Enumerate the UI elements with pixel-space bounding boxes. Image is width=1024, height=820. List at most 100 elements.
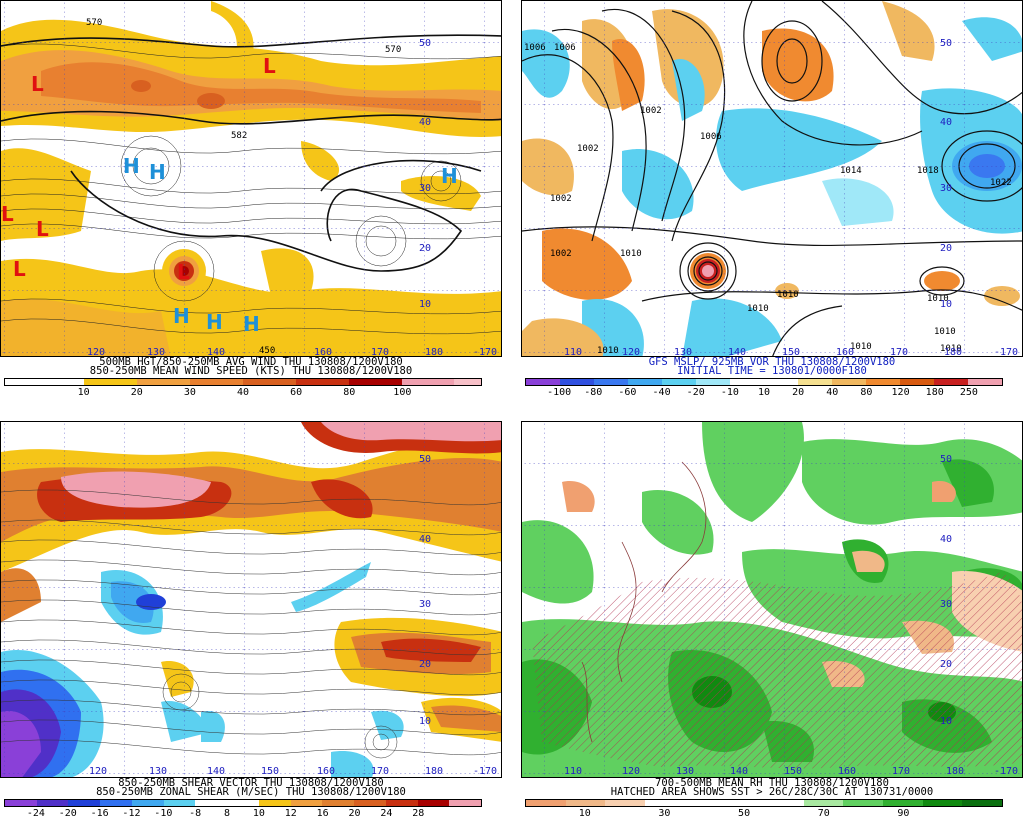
isobar-label: 1010 bbox=[620, 249, 642, 259]
high-pressure-marker: H bbox=[123, 154, 140, 178]
colorbar-tick-label: 80 bbox=[860, 387, 873, 398]
colorbar-swatch bbox=[31, 379, 58, 385]
colorbar-swatch bbox=[662, 379, 696, 385]
colorbar-swatch bbox=[764, 800, 804, 806]
isobar-label: 1010 bbox=[940, 344, 962, 354]
lat-label: 10 bbox=[419, 716, 431, 727]
colorbar-swatch bbox=[764, 379, 798, 385]
lon-label: 150 bbox=[261, 766, 279, 777]
colorbar-swatch bbox=[565, 800, 606, 806]
colorbar-tick-label: 10 bbox=[252, 808, 265, 819]
lon-label: 130 bbox=[674, 347, 692, 357]
low-pressure-marker: L bbox=[177, 260, 190, 284]
lon-label: 150 bbox=[782, 347, 800, 357]
colorbar-swatch bbox=[57, 379, 85, 385]
colorbar bbox=[4, 799, 482, 807]
colorbar-tick-label: 10 bbox=[578, 808, 591, 819]
panel-caption: HATCHED AREA SHOWS SST > 26C/28C/30C AT … bbox=[610, 786, 934, 798]
lat-label: 20 bbox=[940, 659, 952, 670]
colorbar-swatch bbox=[526, 800, 566, 806]
colorbar-swatch bbox=[832, 379, 866, 385]
colorbar-tick-label: 20 bbox=[792, 387, 805, 398]
colorbar-swatch bbox=[348, 379, 376, 385]
lon-label: 160 bbox=[314, 347, 332, 357]
panel-caption: INITIAL TIME = 130801/0000F180 bbox=[677, 365, 867, 377]
lon-label: 130 bbox=[149, 766, 167, 777]
lat-label: 50 bbox=[940, 454, 952, 465]
colorbar-swatch bbox=[84, 379, 111, 385]
relative-humidity-panel: 50 40 30 20 10 110 120 130 140 150 160 1… bbox=[521, 421, 1023, 819]
colorbar-tick-label: -20 bbox=[686, 387, 705, 398]
low-pressure-marker: L bbox=[31, 72, 44, 96]
colorbar-swatch bbox=[227, 800, 259, 806]
contour-label: 582 bbox=[231, 131, 247, 141]
shear-map: 50 40 30 20 10 120 130 140 150 160 170 1… bbox=[0, 421, 502, 778]
colorbar-tick-label: 60 bbox=[290, 387, 303, 398]
high-pressure-marker: H bbox=[206, 310, 223, 334]
relative-humidity-map-svg: 50 40 30 20 10 110 120 130 140 150 160 1… bbox=[522, 422, 1022, 777]
lat-label: 40 bbox=[940, 534, 952, 545]
high-pressure-marker: H bbox=[441, 164, 458, 188]
lon-label: 180 bbox=[944, 347, 962, 357]
colorbar-swatch bbox=[843, 800, 884, 806]
lat-label: 50 bbox=[419, 38, 431, 49]
colorbar-swatch bbox=[190, 379, 217, 385]
shear-panel: 50 40 30 20 10 120 130 140 150 160 170 1… bbox=[0, 421, 502, 819]
colorbar-swatch bbox=[628, 379, 662, 385]
panel-caption: 850-250MB SHEAR VECTOR THU 130808/1200V1… bbox=[118, 777, 384, 789]
lon-label: 110 bbox=[564, 766, 582, 777]
lon-label: 180 bbox=[425, 766, 443, 777]
colorbar-swatch bbox=[454, 379, 481, 385]
colorbar-tick-label: 20 bbox=[348, 808, 361, 819]
colorbar-swatch bbox=[696, 379, 730, 385]
lon-label: 160 bbox=[838, 766, 856, 777]
panel-caption: 850-250MB ZONAL SHEAR (M/SEC) THU 130808… bbox=[96, 786, 406, 798]
colorbar-swatch bbox=[962, 800, 1003, 806]
colorbar bbox=[525, 799, 1003, 807]
isobar-label: 1014 bbox=[840, 166, 862, 176]
lon-label: -170 bbox=[994, 766, 1018, 777]
colorbar-swatch bbox=[883, 800, 923, 806]
colorbar-swatch bbox=[322, 800, 355, 806]
lon-label: 150 bbox=[784, 766, 802, 777]
isobar-label: 1010 bbox=[777, 290, 799, 300]
colorbar-swatch bbox=[526, 379, 560, 385]
lon-label: 170 bbox=[371, 347, 389, 357]
colorbar-swatch bbox=[605, 800, 646, 806]
lon-label: 120 bbox=[87, 347, 105, 357]
lon-label: 140 bbox=[728, 347, 746, 357]
isobar-label: 1010 bbox=[747, 304, 769, 314]
colorbar-swatch bbox=[934, 379, 968, 385]
colorbar-swatch bbox=[449, 800, 482, 806]
colorbar-ticks: 10 20 30 40 60 80 100 bbox=[4, 388, 482, 399]
lat-label: 30 bbox=[419, 183, 431, 194]
colorbar-tick-label: -40 bbox=[652, 387, 671, 398]
colorbar-tick-label: -10 bbox=[154, 808, 173, 819]
high-pressure-marker: H bbox=[149, 160, 166, 184]
high-pressure-marker: H bbox=[243, 312, 260, 336]
colorbar-tick-label: 24 bbox=[380, 808, 393, 819]
colorbar-tick-label: -20 bbox=[58, 808, 77, 819]
colorbar-swatch bbox=[560, 379, 594, 385]
colorbar-swatch bbox=[110, 379, 138, 385]
colorbar-swatch bbox=[216, 379, 243, 385]
low-pressure-marker: L bbox=[36, 217, 49, 241]
isobar-label: 1002 bbox=[640, 106, 662, 116]
colorbar-swatch bbox=[163, 800, 196, 806]
lat-label: 50 bbox=[940, 38, 952, 49]
isobar-label: 1002 bbox=[550, 249, 572, 259]
lat-label: 20 bbox=[419, 243, 431, 254]
panel-caption: 700-500MB MEAN RH THU 130808/1200V180 bbox=[655, 777, 889, 789]
panel-caption: GFS MSLP/ 925MB VOR THU 130808/1200V180 bbox=[648, 356, 896, 368]
colorbar-swatch bbox=[417, 800, 450, 806]
isobar-label: 1002 bbox=[550, 194, 572, 204]
mslp-vorticity-panel: 1006 1006 1002 1006 1002 1002 1002 1010 … bbox=[521, 0, 1023, 398]
contour-label: 570 bbox=[385, 45, 401, 55]
colorbar-tick-label: 30 bbox=[658, 808, 671, 819]
colorbar-tick-label: 10 bbox=[77, 387, 90, 398]
colorbar-swatch bbox=[803, 800, 844, 806]
lon-label: -170 bbox=[473, 766, 497, 777]
colorbar-swatch bbox=[5, 379, 32, 385]
lat-label: 20 bbox=[419, 659, 431, 670]
lon-label: -170 bbox=[473, 347, 497, 357]
